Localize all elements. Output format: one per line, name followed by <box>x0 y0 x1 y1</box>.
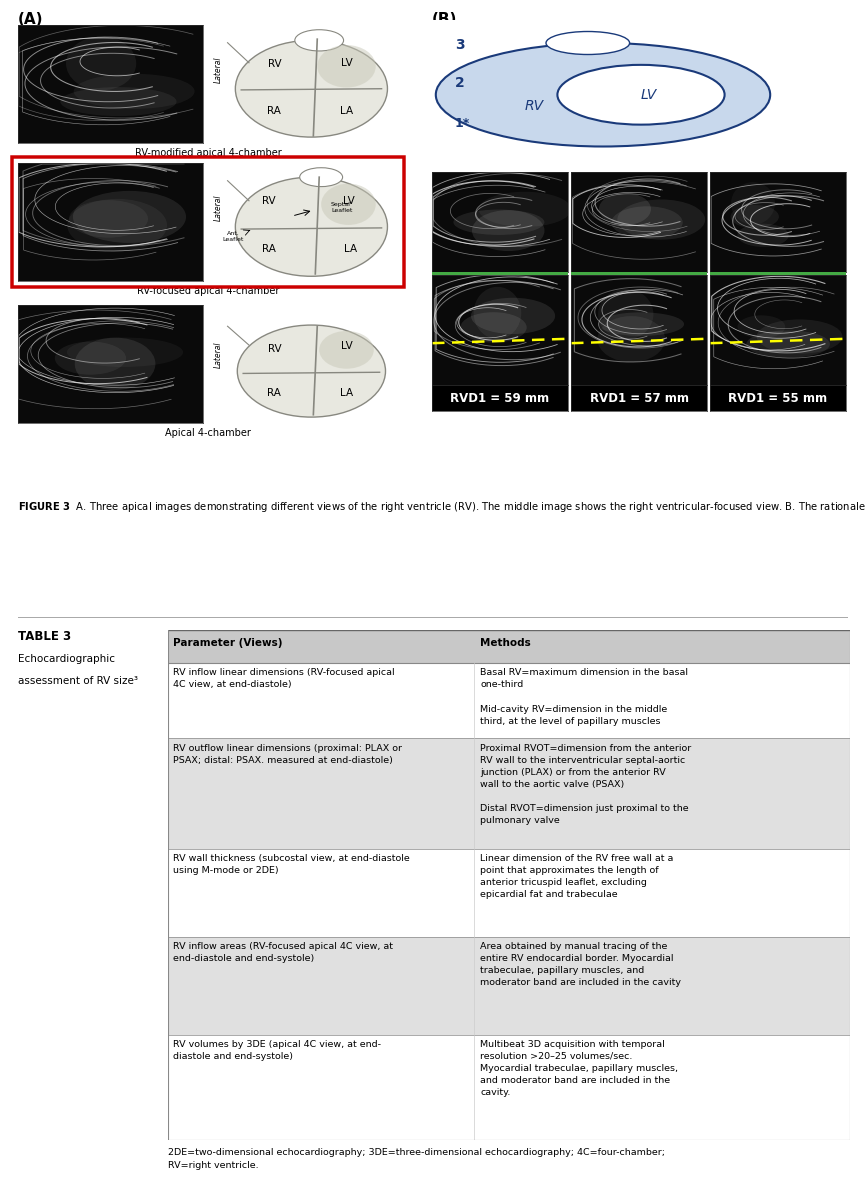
Ellipse shape <box>436 43 770 146</box>
Text: Parameter (Views): Parameter (Views) <box>173 637 283 648</box>
Text: Linear dimension of the RV free wall at a
point that approximates the length of
: Linear dimension of the RV free wall at … <box>481 854 674 900</box>
Text: RV-focused apical 4-chamber: RV-focused apical 4-chamber <box>137 286 279 296</box>
Ellipse shape <box>598 316 665 362</box>
Text: Area obtained by manual tracing of the
entire RV endocardial border. Myocardial
: Area obtained by manual tracing of the e… <box>481 942 682 988</box>
Ellipse shape <box>66 36 136 90</box>
Text: 2DE=two-dimensional echocardiography; 3DE=three-dimensional echocardiography; 4C: 2DE=two-dimensional echocardiography; 3D… <box>168 1148 665 1170</box>
Text: 1*: 1* <box>455 116 470 130</box>
Ellipse shape <box>73 191 186 242</box>
Text: RV outflow linear dimensions (proximal: PLAX or
PSAX; distal: PSAX. measured at : RV outflow linear dimensions (proximal: … <box>173 744 403 764</box>
Text: RV: RV <box>525 100 544 113</box>
Bar <box>168 630 850 664</box>
Text: assessment of RV size³: assessment of RV size³ <box>18 676 138 686</box>
Ellipse shape <box>546 31 630 54</box>
Text: RA: RA <box>262 244 275 254</box>
Text: $\mathbf{FIGURE\ 3}$  A. Three apical images demonstrating different views of th: $\mathbf{FIGURE\ 3}$ A. Three apical ima… <box>18 500 866 514</box>
Ellipse shape <box>461 312 527 343</box>
Text: RV volumes by 3DE (apical 4C view, at end-
diastole and end-systole): RV volumes by 3DE (apical 4C view, at en… <box>173 1039 381 1061</box>
Text: RV: RV <box>268 59 281 68</box>
Text: Multibeat 3D acquisition with temporal
resolution >20–25 volumes/sec.
Myocardial: Multibeat 3D acquisition with temporal r… <box>481 1039 678 1097</box>
Ellipse shape <box>471 298 555 334</box>
Ellipse shape <box>74 337 155 390</box>
Text: Septal
Leaflet: Septal Leaflet <box>331 203 352 214</box>
Ellipse shape <box>454 210 545 235</box>
Bar <box>168 664 850 738</box>
Text: (B): (B) <box>432 12 457 26</box>
Text: RV: RV <box>268 343 281 354</box>
Text: Methods: Methods <box>481 637 531 648</box>
Text: RVD1 = 57 mm: RVD1 = 57 mm <box>590 391 688 404</box>
Ellipse shape <box>321 184 376 224</box>
Text: (A): (A) <box>18 12 43 26</box>
Text: RA: RA <box>268 106 281 116</box>
Ellipse shape <box>558 65 725 125</box>
Ellipse shape <box>598 289 654 340</box>
Text: RV inflow areas (RV-focused apical 4C view, at
end-diastole and end-systole): RV inflow areas (RV-focused apical 4C vi… <box>173 942 393 962</box>
Text: LV: LV <box>340 58 352 67</box>
Text: LV: LV <box>641 88 656 102</box>
Text: RV inflow linear dimensions (RV-focused apical
4C view, at end-diastole): RV inflow linear dimensions (RV-focused … <box>173 668 395 689</box>
Ellipse shape <box>474 287 521 340</box>
Text: RV: RV <box>262 196 275 205</box>
Ellipse shape <box>737 223 789 247</box>
Text: RV wall thickness (subcostal view, at end-diastole
using M-mode or 2DE): RV wall thickness (subcostal view, at en… <box>173 854 410 875</box>
Text: LA: LA <box>340 106 353 116</box>
Bar <box>168 1034 850 1140</box>
Text: Lateral: Lateral <box>213 341 223 368</box>
Ellipse shape <box>738 316 785 338</box>
Ellipse shape <box>69 200 148 238</box>
Bar <box>168 738 850 848</box>
Text: RVD1 = 59 mm: RVD1 = 59 mm <box>450 391 550 404</box>
Ellipse shape <box>61 88 177 116</box>
Ellipse shape <box>617 199 705 240</box>
Ellipse shape <box>611 206 682 239</box>
Text: LV: LV <box>340 341 352 352</box>
Text: Echocardiographic: Echocardiographic <box>18 654 115 664</box>
Bar <box>168 848 850 937</box>
Text: Basal RV=maximum dimension in the basal
one-third

Mid-cavity RV=dimension in th: Basal RV=maximum dimension in the basal … <box>481 668 688 726</box>
Ellipse shape <box>472 210 545 251</box>
Text: LV: LV <box>343 196 354 205</box>
Text: Proximal RVOT=dimension from the anterior
RV wall to the interventricular septal: Proximal RVOT=dimension from the anterio… <box>481 744 692 826</box>
Ellipse shape <box>479 192 572 227</box>
Text: RA: RA <box>268 389 281 398</box>
Text: Ant.
Leaflet: Ant. Leaflet <box>223 230 244 241</box>
Ellipse shape <box>317 46 376 88</box>
Ellipse shape <box>599 193 651 226</box>
Text: LA: LA <box>340 389 353 398</box>
Ellipse shape <box>55 342 126 374</box>
Text: Lateral: Lateral <box>213 194 223 221</box>
Text: Apical 4-chamber: Apical 4-chamber <box>165 428 251 438</box>
Ellipse shape <box>236 41 387 137</box>
Ellipse shape <box>757 319 843 354</box>
Text: LA: LA <box>344 244 357 254</box>
Text: RV-modified apical 4-chamber: RV-modified apical 4-chamber <box>134 148 281 158</box>
Ellipse shape <box>598 312 684 336</box>
Ellipse shape <box>746 330 830 358</box>
Text: RVD1 = 55 mm: RVD1 = 55 mm <box>728 391 828 404</box>
Bar <box>168 937 850 1034</box>
Text: 2: 2 <box>455 77 464 90</box>
Text: TABLE 3: TABLE 3 <box>18 630 71 643</box>
Text: Lateral: Lateral <box>213 56 223 83</box>
Ellipse shape <box>294 30 344 50</box>
Ellipse shape <box>237 325 385 418</box>
Text: 3: 3 <box>455 38 464 53</box>
Ellipse shape <box>731 205 779 228</box>
Ellipse shape <box>236 178 387 276</box>
Ellipse shape <box>300 168 343 186</box>
Ellipse shape <box>320 331 374 368</box>
